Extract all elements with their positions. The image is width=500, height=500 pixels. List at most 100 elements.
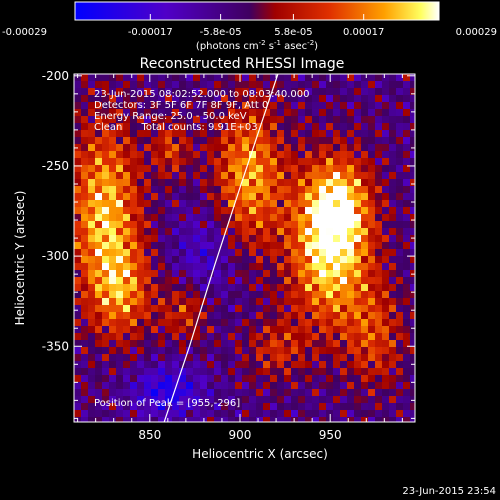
heatmap-cell (291, 123, 299, 131)
heatmap-cell (326, 95, 334, 103)
heatmap-cell (144, 179, 152, 187)
heatmap-cell (249, 242, 257, 250)
heatmap-cell (130, 144, 138, 152)
heatmap-cell (382, 186, 390, 194)
heatmap-cell (291, 179, 299, 187)
heatmap-cell (74, 193, 82, 201)
heatmap-cell (74, 137, 82, 145)
heatmap-cell (81, 200, 89, 208)
heatmap-cell (221, 389, 229, 397)
heatmap-cell (242, 389, 250, 397)
heatmap-cell (410, 137, 418, 145)
heatmap-cell (403, 326, 411, 334)
heatmap-cell (403, 88, 411, 96)
heatmap-cell (347, 298, 355, 306)
heatmap-cell (354, 368, 362, 376)
heatmap-cell (228, 291, 236, 299)
heatmap-cell (326, 305, 334, 313)
heatmap-cell (137, 312, 145, 320)
heatmap-cell (319, 186, 327, 194)
heatmap-cell (291, 116, 299, 124)
heatmap-cell (389, 312, 397, 320)
heatmap-cell (249, 375, 257, 383)
heatmap-cell (235, 221, 243, 229)
heatmap-cell (270, 207, 278, 215)
heatmap-cell (256, 347, 264, 355)
heatmap-cell (312, 256, 320, 264)
heatmap-cell (74, 312, 82, 320)
heatmap-cell (200, 375, 208, 383)
heatmap-cell (305, 151, 313, 159)
heatmap-cell (326, 354, 334, 362)
heatmap-cell (340, 298, 348, 306)
heatmap-cell (361, 256, 369, 264)
heatmap-cell (151, 214, 159, 222)
heatmap-cell (403, 95, 411, 103)
annotation-counts: Clean Total counts: 9.91E+03 (94, 122, 258, 133)
heatmap-cell (354, 410, 362, 418)
heatmap-cell (214, 291, 222, 299)
heatmap-cell (214, 270, 222, 278)
heatmap-cell (305, 207, 313, 215)
heatmap-cell (242, 270, 250, 278)
heatmap-cell (207, 235, 215, 243)
heatmap-cell (263, 361, 271, 369)
heatmap-cell (263, 368, 271, 376)
heatmap-cell (102, 333, 110, 341)
heatmap-cell (165, 291, 173, 299)
heatmap-cell (375, 291, 383, 299)
heatmap-cell (340, 151, 348, 159)
heatmap-cell (242, 214, 250, 222)
heatmap-cell (396, 88, 404, 96)
heatmap-cell (151, 340, 159, 348)
heatmap-cell (179, 242, 187, 250)
heatmap-cell (382, 291, 390, 299)
heatmap-cell (130, 186, 138, 194)
heatmap-cell (116, 228, 124, 236)
heatmap-cell (263, 298, 271, 306)
heatmap-cell (81, 333, 89, 341)
heatmap-cell (116, 326, 124, 334)
heatmap-cell (200, 165, 208, 173)
heatmap-cell (221, 319, 229, 327)
heatmap-cell (151, 291, 159, 299)
heatmap-cell (410, 242, 418, 250)
heatmap-cell (368, 116, 376, 124)
heatmap-cell (158, 228, 166, 236)
heatmap-cell (284, 130, 292, 138)
colorbar-tick-label: -0.00017 (128, 27, 173, 38)
heatmap-cell (102, 186, 110, 194)
heatmap-cell (368, 186, 376, 194)
heatmap-cell (305, 263, 313, 271)
heatmap-cell (228, 242, 236, 250)
heatmap-cell (116, 361, 124, 369)
heatmap-cell (102, 228, 110, 236)
heatmap-cell (242, 228, 250, 236)
heatmap-cell (193, 144, 201, 152)
heatmap-cell (186, 410, 194, 418)
heatmap-cell (88, 340, 96, 348)
heatmap-cell (354, 74, 362, 82)
heatmap-cell (130, 242, 138, 250)
heatmap-cell (109, 200, 117, 208)
heatmap-cell (284, 144, 292, 152)
heatmap-cell (109, 305, 117, 313)
heatmap-cell (95, 214, 103, 222)
heatmap-cell (116, 354, 124, 362)
heatmap-cell (326, 389, 334, 397)
heatmap-cell (291, 151, 299, 159)
heatmap-cell (242, 221, 250, 229)
heatmap-cell (81, 361, 89, 369)
heatmap-cell (270, 396, 278, 404)
heatmap-cell (200, 228, 208, 236)
heatmap-cell (207, 347, 215, 355)
heatmap-cell (354, 333, 362, 341)
colorbar-tick-label: 0.00029 (456, 27, 497, 38)
heatmap-cell (109, 165, 117, 173)
heatmap-cell (305, 284, 313, 292)
heatmap-cell (263, 235, 271, 243)
heatmap-cell (410, 249, 418, 257)
heatmap-cell (74, 95, 82, 103)
heatmap-cell (361, 298, 369, 306)
heatmap-cell (137, 361, 145, 369)
